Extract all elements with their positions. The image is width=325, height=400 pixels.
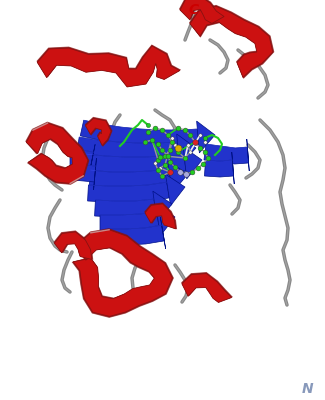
Polygon shape [145,204,176,229]
Polygon shape [190,6,273,78]
Polygon shape [177,134,196,166]
Polygon shape [73,230,172,316]
Polygon shape [89,144,95,176]
Polygon shape [36,44,181,86]
Polygon shape [37,45,181,86]
Polygon shape [189,5,274,78]
Polygon shape [182,274,231,302]
Polygon shape [144,202,177,229]
Polygon shape [26,123,88,184]
Polygon shape [182,274,231,302]
Polygon shape [168,161,188,193]
Polygon shape [54,232,92,260]
Polygon shape [181,272,233,301]
Polygon shape [80,120,199,146]
Polygon shape [37,46,180,87]
Polygon shape [183,147,202,179]
Polygon shape [72,229,173,317]
Polygon shape [89,169,171,188]
Polygon shape [71,164,96,182]
Polygon shape [179,0,225,22]
Polygon shape [156,204,175,236]
Polygon shape [204,160,234,177]
Polygon shape [26,122,89,184]
Polygon shape [153,191,172,223]
Polygon shape [54,231,93,260]
Polygon shape [85,117,112,147]
Polygon shape [145,204,176,229]
Polygon shape [85,118,111,146]
Polygon shape [72,228,174,318]
Polygon shape [105,225,164,245]
Polygon shape [54,230,93,260]
Polygon shape [179,0,225,23]
Polygon shape [73,230,172,316]
Polygon shape [190,6,273,78]
Polygon shape [37,46,180,87]
Text: N: N [301,382,313,396]
Text: C: C [188,3,199,17]
Polygon shape [84,154,186,173]
Polygon shape [88,182,169,202]
Polygon shape [145,203,177,229]
Polygon shape [85,118,111,146]
Polygon shape [70,150,94,168]
Polygon shape [85,117,112,146]
Polygon shape [25,122,89,185]
Polygon shape [26,123,88,184]
Polygon shape [204,144,249,164]
Polygon shape [54,232,92,260]
Polygon shape [100,212,159,231]
Polygon shape [232,152,234,184]
Polygon shape [160,217,166,249]
Polygon shape [189,5,274,79]
Polygon shape [95,199,156,217]
Polygon shape [247,139,249,171]
Polygon shape [197,121,215,153]
Polygon shape [165,174,185,206]
Polygon shape [180,0,224,24]
Polygon shape [94,158,97,190]
Polygon shape [77,137,179,159]
Polygon shape [181,272,232,302]
Polygon shape [180,0,224,24]
